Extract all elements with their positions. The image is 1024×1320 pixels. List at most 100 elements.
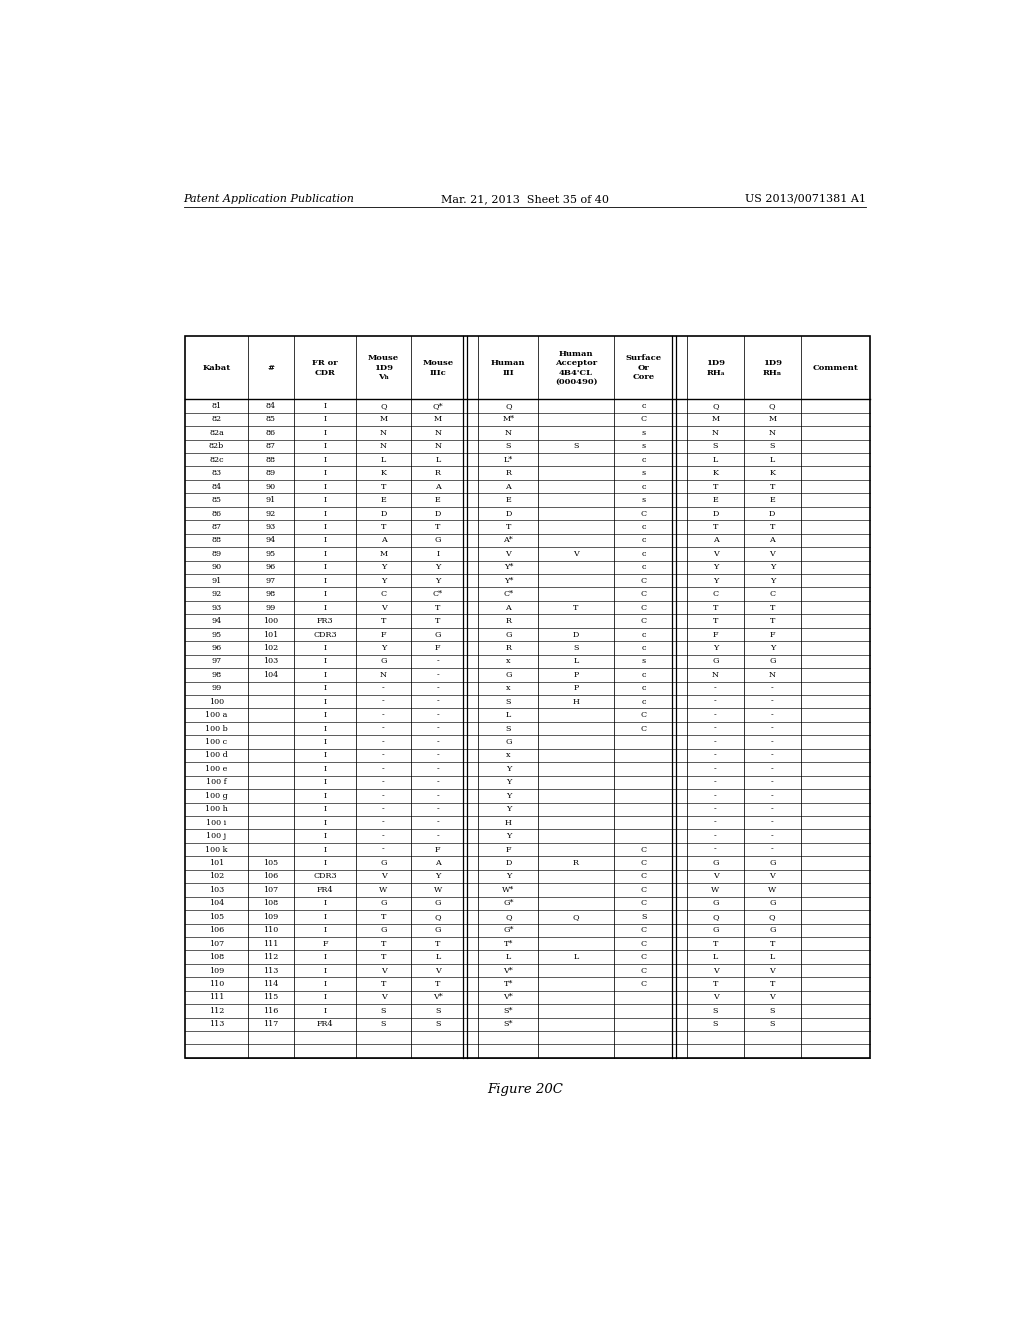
Text: F: F — [713, 631, 718, 639]
Text: R: R — [435, 469, 440, 478]
Text: V: V — [713, 550, 719, 558]
Text: R: R — [573, 859, 579, 867]
Text: I: I — [324, 912, 327, 921]
Text: I: I — [324, 711, 327, 719]
Text: Y: Y — [435, 873, 440, 880]
Text: D: D — [505, 510, 512, 517]
Text: P: P — [573, 684, 579, 692]
Text: I: I — [324, 994, 327, 1002]
Text: -: - — [382, 792, 385, 800]
Text: T: T — [506, 523, 511, 531]
Text: C*: C* — [504, 590, 513, 598]
Text: I: I — [324, 698, 327, 706]
Text: 84: 84 — [211, 483, 221, 491]
Text: Y: Y — [381, 577, 386, 585]
Text: c: c — [641, 455, 646, 463]
Text: 99: 99 — [211, 684, 221, 692]
Text: S: S — [713, 442, 718, 450]
Text: -: - — [714, 684, 717, 692]
Text: Q: Q — [712, 403, 719, 411]
Text: I: I — [324, 671, 327, 678]
Text: C: C — [381, 590, 387, 598]
Text: 100 k: 100 k — [205, 846, 227, 854]
Text: S: S — [770, 442, 775, 450]
Text: I: I — [324, 416, 327, 424]
Text: #: # — [267, 364, 274, 372]
Text: M: M — [380, 550, 387, 558]
Text: V: V — [769, 873, 775, 880]
Text: 100 d: 100 d — [205, 751, 227, 759]
Text: -: - — [382, 711, 385, 719]
Text: -: - — [382, 805, 385, 813]
Text: N: N — [380, 671, 387, 678]
Text: c: c — [641, 483, 646, 491]
Text: 105: 105 — [209, 912, 224, 921]
Text: S: S — [573, 442, 579, 450]
Text: T*: T* — [504, 979, 513, 987]
Text: 94: 94 — [265, 536, 275, 544]
Text: V: V — [381, 603, 386, 611]
Text: Q: Q — [769, 403, 775, 411]
Text: -: - — [382, 725, 385, 733]
Text: s: s — [642, 442, 646, 450]
Text: L: L — [435, 455, 440, 463]
Text: A*: A* — [504, 536, 513, 544]
Text: S*: S* — [504, 1020, 513, 1028]
Text: -: - — [771, 711, 774, 719]
Text: 81: 81 — [211, 403, 221, 411]
Text: -: - — [771, 725, 774, 733]
Text: Human
Acceptor
4B4'CL
(000490): Human Acceptor 4B4'CL (000490) — [555, 350, 597, 385]
Text: F: F — [770, 631, 775, 639]
Text: I: I — [324, 577, 327, 585]
Text: 93: 93 — [265, 523, 275, 531]
Text: 100 c: 100 c — [206, 738, 227, 746]
Text: A: A — [435, 483, 440, 491]
Text: CDR3: CDR3 — [313, 873, 337, 880]
Text: 106: 106 — [263, 873, 279, 880]
Text: 98: 98 — [265, 590, 275, 598]
Text: I: I — [436, 550, 439, 558]
Text: T: T — [435, 603, 440, 611]
Text: M: M — [380, 416, 387, 424]
Text: L: L — [770, 953, 775, 961]
Text: 90: 90 — [265, 483, 275, 491]
Text: C: C — [641, 859, 647, 867]
Text: V: V — [381, 873, 386, 880]
Text: c: c — [641, 564, 646, 572]
Text: C: C — [641, 899, 647, 907]
Text: Q: Q — [505, 912, 512, 921]
Text: L: L — [713, 455, 718, 463]
Text: T: T — [435, 940, 440, 948]
Text: -: - — [771, 792, 774, 800]
Text: 108: 108 — [209, 953, 224, 961]
Text: L: L — [713, 953, 718, 961]
Text: Y: Y — [506, 805, 511, 813]
Text: I: I — [324, 859, 327, 867]
Text: F: F — [506, 846, 511, 854]
Text: -: - — [382, 751, 385, 759]
Text: 100: 100 — [209, 698, 224, 706]
Text: Y: Y — [713, 564, 718, 572]
Text: I: I — [324, 899, 327, 907]
Text: D: D — [769, 510, 775, 517]
Text: A: A — [435, 859, 440, 867]
Text: I: I — [324, 927, 327, 935]
Text: I: I — [324, 590, 327, 598]
Text: 82a: 82a — [209, 429, 224, 437]
Text: I: I — [324, 603, 327, 611]
Text: x: x — [506, 684, 511, 692]
Text: -: - — [771, 779, 774, 787]
Text: Y: Y — [381, 564, 386, 572]
Text: 100 h: 100 h — [205, 805, 228, 813]
Text: Q*: Q* — [432, 403, 443, 411]
Text: T: T — [770, 616, 775, 626]
Text: -: - — [382, 738, 385, 746]
Text: D: D — [434, 510, 441, 517]
Text: Y: Y — [506, 873, 511, 880]
Text: S: S — [506, 698, 511, 706]
Text: -: - — [771, 818, 774, 826]
Text: G: G — [434, 927, 441, 935]
Text: -: - — [771, 805, 774, 813]
Text: Y: Y — [506, 779, 511, 787]
Text: C*: C* — [433, 590, 442, 598]
